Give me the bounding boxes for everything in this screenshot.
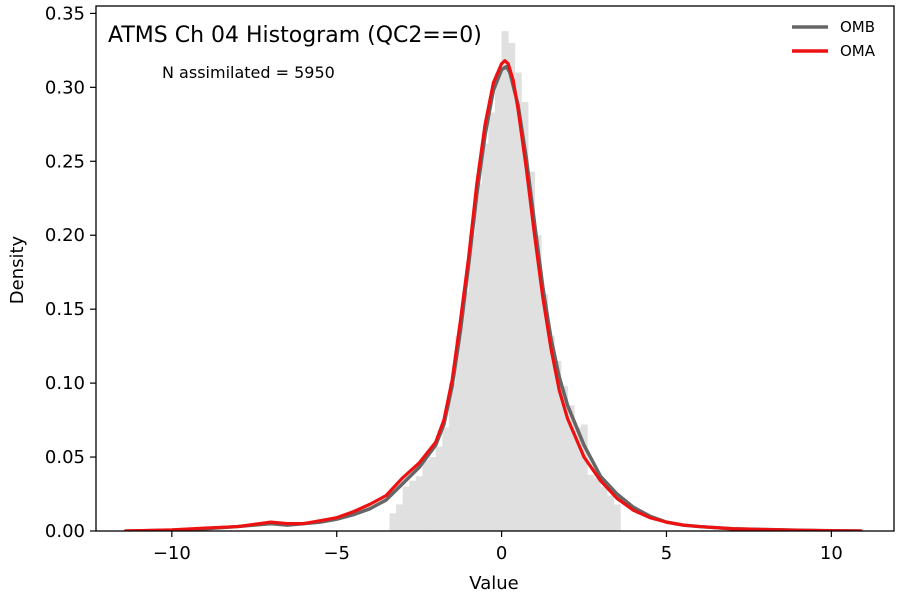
histogram-bar-7 <box>435 446 443 531</box>
histogram-bar-24 <box>547 335 555 531</box>
x-tick-label-0: −10 <box>153 543 191 564</box>
histogram-bar-9 <box>448 383 456 531</box>
histogram-bar-12 <box>468 235 476 531</box>
y-axis-label: Density <box>7 235 28 304</box>
histogram-bar-18 <box>508 42 516 531</box>
histogram-bar-33 <box>607 495 615 531</box>
histogram-bar-26 <box>560 386 568 531</box>
histogram-bars <box>389 31 621 531</box>
x-tick-label-2: 0 <box>496 543 507 564</box>
histogram-bar-34 <box>613 504 621 531</box>
y-tick-label-3: 0.15 <box>45 299 85 320</box>
y-tick-label-2: 0.10 <box>45 373 85 394</box>
histogram-bar-1 <box>396 504 404 531</box>
histogram-bar-4 <box>415 476 423 531</box>
legend: OMB OMA <box>792 18 876 60</box>
legend-label-oma: OMA <box>840 42 876 60</box>
y-tick-label-5: 0.25 <box>45 151 85 172</box>
histogram-bar-21 <box>527 171 535 531</box>
x-tick-label-3: 5 <box>661 543 672 564</box>
histogram-bar-3 <box>409 480 417 531</box>
histogram-bar-11 <box>462 291 470 531</box>
x-axis-label: Value <box>469 573 518 594</box>
y-tick-label-7: 0.35 <box>45 3 85 24</box>
chart-title: ATMS Ch 04 Histogram (QC2==0) <box>108 23 482 48</box>
x-axis-ticks: −10 −5 0 5 10 <box>153 531 843 564</box>
y-tick-label-1: 0.05 <box>45 447 85 468</box>
plot-frame <box>95 5 895 532</box>
histogram-bar-16 <box>495 72 502 531</box>
histogram-bar-5 <box>422 460 430 531</box>
histogram-bar-29 <box>580 424 588 531</box>
legend-label-omb: OMB <box>840 18 875 36</box>
density-curves <box>123 59 863 531</box>
histogram-bar-19 <box>514 72 522 531</box>
histogram-bar-22 <box>534 235 542 531</box>
histogram-bar-32 <box>600 486 608 531</box>
x-tick-label-4: 10 <box>820 543 843 564</box>
histogram-bar-27 <box>567 405 575 531</box>
histogram-bar-30 <box>587 474 595 531</box>
histogram-bar-8 <box>442 427 450 531</box>
histogram-bar-28 <box>574 427 582 531</box>
n-assimilated-annotation: N assimilated = 5950 <box>162 63 335 82</box>
histogram-bar-10 <box>455 335 463 531</box>
y-tick-label-6: 0.30 <box>45 77 85 98</box>
histogram-bar-0 <box>389 513 397 531</box>
histogram-bar-6 <box>429 457 437 531</box>
histogram-bar-31 <box>593 477 601 531</box>
histogram-bar-23 <box>541 294 549 531</box>
histogram-bar-13 <box>475 183 483 531</box>
x-tick-label-1: −5 <box>323 543 350 564</box>
y-tick-label-4: 0.20 <box>45 225 85 246</box>
y-tick-label-0: 0.00 <box>45 521 85 542</box>
histogram-bar-14 <box>481 143 489 531</box>
histogram-bar-25 <box>554 360 562 531</box>
histogram-bar-17 <box>501 31 509 531</box>
histogram-bar-2 <box>402 486 410 531</box>
histogram-bar-20 <box>521 102 529 531</box>
series-line-oma <box>124 59 863 531</box>
y-axis-ticks: 0.00 0.05 0.10 0.15 0.20 0.25 0.30 0.35 <box>45 3 96 542</box>
histogram-bar-15 <box>488 112 496 531</box>
